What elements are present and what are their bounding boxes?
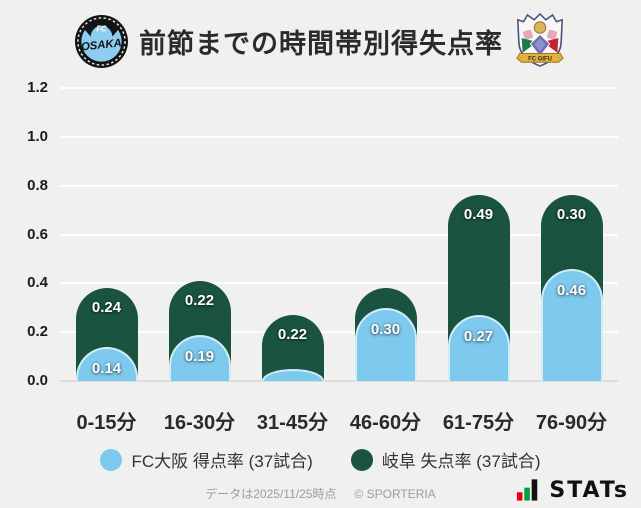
bar-value-label: 0.22 (184, 292, 215, 309)
legend-swatch (350, 448, 373, 471)
bar-group: 0.22 0.19 (168, 281, 231, 381)
legend-item: 岐阜 失点率 (37試合) (350, 447, 541, 472)
legend: FC大阪 得点率 (37試合) 岐阜 失点率 (37試合) (0, 447, 641, 472)
bar-group: 0.49 0.27 (447, 195, 510, 381)
y-axis: 0.0 0.2 0.4 0.6 0.8 1.0 1.2 (0, 0, 48, 508)
gridline (60, 282, 618, 285)
bar-value-label: 0.19 (184, 348, 215, 365)
fc-osaka-logo: FC OSAKA (74, 14, 129, 68)
credit-date: データは2025/11/25時点 (205, 487, 337, 501)
x-tick-label: 76-90分 (535, 412, 608, 434)
bar-segment-osaka-goals: 0.30 (354, 308, 417, 381)
svg-text:OSAKA: OSAKA (81, 37, 123, 53)
gridline (60, 331, 618, 334)
legend-swatch (100, 448, 123, 471)
gridline (60, 233, 618, 236)
x-tick-label: 0-15分 (76, 412, 137, 434)
gridline (60, 87, 618, 89)
y-tick-label: 0.2 (27, 323, 48, 341)
legend-item: FC大阪 得点率 (37試合) (100, 447, 313, 472)
fc-gifu-logo: FC GIFU (516, 12, 564, 67)
y-tick-label: 0.6 (27, 225, 48, 243)
x-axis-baseline (60, 380, 618, 382)
bar-segment-osaka-goals: 0.19 (168, 335, 231, 381)
svg-text:FC GIFU: FC GIFU (528, 56, 552, 62)
stats-logo: STATs (516, 477, 629, 502)
legend-label: 岐阜 失点率 (37試合) (381, 452, 541, 471)
bar-group: 0.24 0.14 (75, 288, 138, 381)
page-title: 前節までの時間帯別得失点率 (139, 28, 503, 59)
bar-group: 0.30 0.46 (540, 195, 603, 381)
bar-value-label: 0.49 (463, 206, 494, 223)
bar-segment-osaka-goals: 0.27 (447, 315, 510, 381)
x-tick-label: 61-75分 (442, 412, 515, 434)
bar-value-label: 0.14 (91, 360, 122, 377)
bar-value-label: 0.22 (277, 326, 308, 343)
bar-segment-gifu-conceded: 0.22 (261, 315, 324, 381)
y-tick-label: 0.4 (27, 274, 48, 292)
bar-value-label: 0.24 (91, 299, 122, 316)
x-tick-label: 16-30分 (163, 412, 236, 434)
svg-text:FC: FC (96, 24, 107, 33)
x-tick-label: 46-60分 (349, 412, 422, 434)
bar-value-label: 0.30 (370, 321, 401, 338)
bar-segment-osaka-goals: 0.46 (540, 269, 603, 381)
y-tick-label: 0.0 (27, 372, 48, 389)
bar-group: 0.30 (354, 288, 417, 381)
credit-copyright: © SPORTERIA (354, 487, 436, 501)
plot-area: 0.24 0.14 0.22 0.19 0.22 0.30 0.49 0.27 0.30 0.46 (60, 87, 618, 382)
y-tick-label: 0.8 (27, 176, 48, 194)
bar-value-label: 0.46 (556, 282, 587, 299)
gridline (60, 184, 618, 187)
y-tick-label: 1.0 (27, 127, 48, 145)
legend-label: FC大阪 得点率 (37試合) (131, 452, 313, 471)
x-tick-label: 31-45分 (256, 412, 329, 434)
y-tick-label: 1.2 (27, 79, 48, 96)
gridline (60, 135, 618, 138)
bar-value-label: 0.27 (463, 328, 494, 345)
header: FC OSAKA 前節までの時間帯別得失点率 FC GIFU (0, 12, 641, 70)
stats-wordmark: STATs (549, 478, 629, 503)
footer-credit: データは2025/11/25時点 © SPORTERIA (0, 485, 641, 502)
x-axis: 0-15分 16-30分 31-45分 46-60分 61-75分 76-90分 (60, 406, 618, 435)
bar-group: 0.22 (261, 315, 324, 381)
bar-chart-icon (517, 479, 538, 501)
bar-value-label: 0.30 (556, 206, 587, 223)
